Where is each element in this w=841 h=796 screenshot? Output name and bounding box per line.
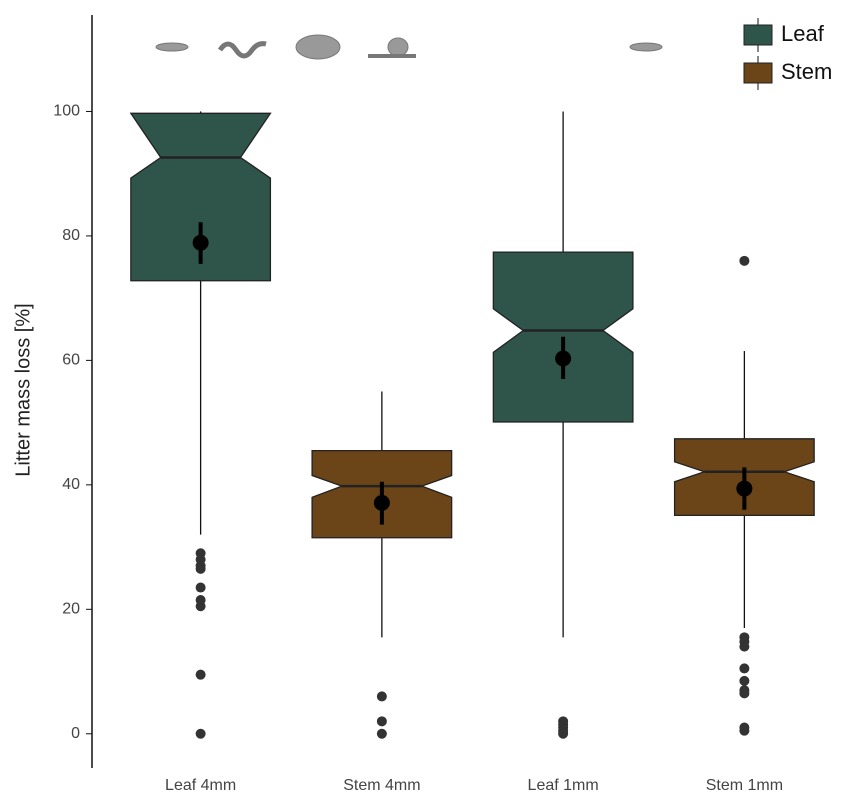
legend-key bbox=[744, 63, 772, 83]
mean-point bbox=[736, 481, 752, 497]
outlier bbox=[739, 663, 749, 673]
y-tick-label: 100 bbox=[53, 103, 80, 120]
icon-worm bbox=[220, 44, 266, 56]
x-tick-label: Leaf 4mm bbox=[165, 777, 236, 794]
outlier bbox=[739, 642, 749, 652]
outlier bbox=[196, 564, 206, 574]
icon-insect bbox=[630, 43, 662, 51]
outlier bbox=[196, 583, 206, 593]
x-tick-label: Leaf 1mm bbox=[528, 777, 599, 794]
outlier bbox=[739, 726, 749, 736]
outlier bbox=[377, 691, 387, 701]
outlier bbox=[196, 601, 206, 611]
y-tick-label: 40 bbox=[62, 476, 80, 493]
outlier bbox=[739, 688, 749, 698]
outlier bbox=[558, 729, 568, 739]
icon-snail bbox=[388, 38, 408, 56]
outlier bbox=[739, 676, 749, 686]
y-tick-label: 0 bbox=[71, 725, 80, 742]
chart: Litter mass loss [%] 0 20 40 60 80 100 Leaf 4m… bbox=[0, 0, 841, 796]
legend-label: Stem bbox=[781, 59, 832, 84]
icon-woodlouse bbox=[296, 35, 340, 59]
outlier bbox=[377, 729, 387, 739]
outlier bbox=[196, 670, 206, 680]
legend-key bbox=[744, 25, 772, 45]
mean-point bbox=[374, 495, 390, 511]
x-tick-label: Stem 1mm bbox=[706, 777, 783, 794]
outlier bbox=[739, 256, 749, 266]
mean-point bbox=[555, 351, 571, 367]
icon-insect bbox=[156, 43, 188, 51]
legend-label: Leaf bbox=[781, 21, 825, 46]
y-tick-label: 60 bbox=[62, 352, 80, 369]
y-tick-label: 20 bbox=[62, 601, 80, 618]
animal-icons bbox=[156, 35, 662, 59]
outlier bbox=[196, 729, 206, 739]
y-tick-label: 80 bbox=[62, 227, 80, 244]
x-tick-label: Stem 4mm bbox=[343, 777, 420, 794]
mean-point bbox=[193, 235, 209, 251]
y-axis-label: Litter mass loss [%] bbox=[12, 303, 34, 476]
page: {"chart_data": { "type": "box", "y_label… bbox=[0, 0, 841, 796]
outlier bbox=[377, 716, 387, 726]
